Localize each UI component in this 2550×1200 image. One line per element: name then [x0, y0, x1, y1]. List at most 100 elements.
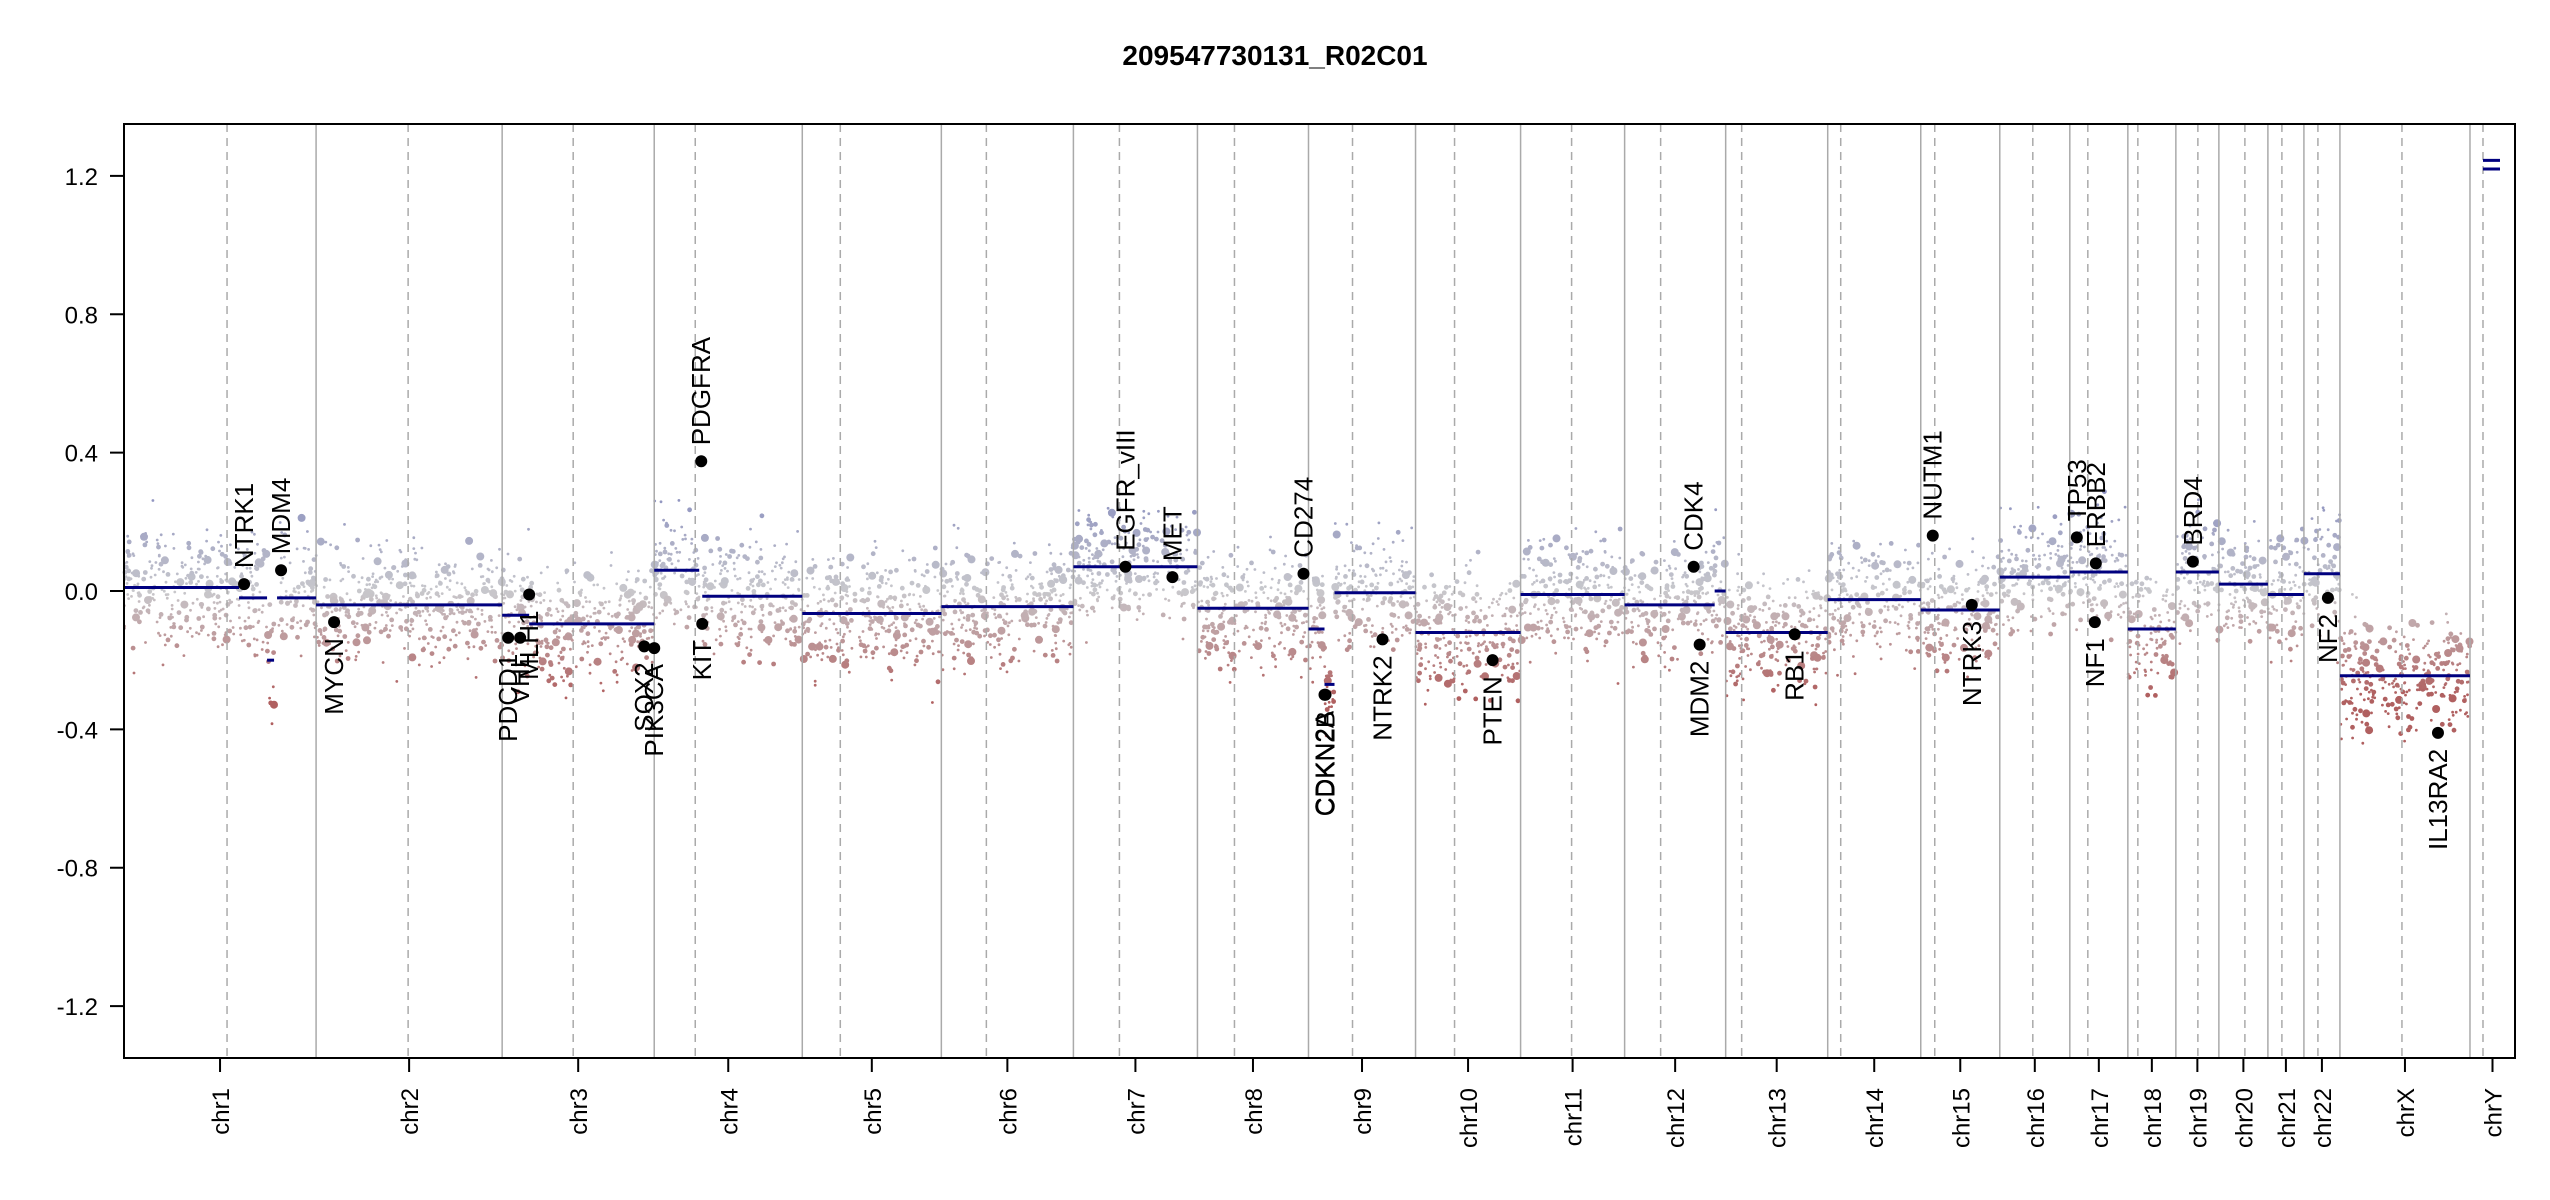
probe-point [1896, 582, 1900, 586]
probe-point [1443, 584, 1449, 590]
probe-point [2155, 646, 2159, 650]
probe-point [1695, 590, 1698, 593]
probe-point [429, 596, 432, 599]
probe-point [621, 637, 625, 641]
probe-point [1171, 585, 1175, 589]
probe-point [1845, 593, 1849, 596]
probe-point [829, 597, 835, 603]
probe-point [422, 646, 426, 650]
probe-point [1320, 631, 1324, 634]
probe-point [395, 611, 398, 615]
probe-point [386, 606, 390, 610]
probe-point [848, 585, 851, 588]
probe-point [2254, 621, 2258, 625]
probe-point [601, 689, 605, 693]
probe-point [1568, 571, 1574, 577]
probe-point [999, 615, 1003, 619]
probe-point [1087, 556, 1091, 560]
probe-point [2256, 628, 2262, 634]
probe-point [2326, 528, 2330, 532]
probe-point [1254, 591, 1258, 595]
probe-point [323, 577, 328, 582]
probe-point [1581, 550, 1585, 553]
probe-point [561, 614, 565, 618]
probe-point [1765, 621, 1768, 624]
probe-point [1185, 533, 1189, 537]
probe-point [1663, 559, 1666, 562]
probe-point [1485, 645, 1488, 649]
probe-point [1841, 588, 1844, 592]
probe-point [2322, 508, 2326, 512]
probe-point [718, 641, 724, 647]
probe-point [1054, 578, 1059, 584]
probe-point [2142, 647, 2146, 651]
probe-point [1873, 634, 1877, 638]
probe-point [1025, 622, 1030, 628]
probe-point [1588, 548, 1594, 554]
probe-point [724, 629, 728, 633]
probe-point [1236, 629, 1240, 633]
probe-point [1162, 588, 1165, 592]
probe-point [437, 563, 441, 567]
probe-point [1554, 610, 1558, 614]
probe-point [2136, 652, 2140, 656]
probe-point [1662, 599, 1668, 604]
probe-point [2145, 651, 2149, 655]
probe-point [965, 617, 971, 622]
probe-point [2333, 601, 2337, 604]
probe-point [1514, 649, 1520, 654]
probe-point [663, 595, 672, 604]
probe-point [1744, 665, 1747, 668]
probe-point [296, 584, 301, 590]
probe-point [2084, 576, 2087, 579]
probe-point [763, 572, 766, 576]
probe-point [1851, 566, 1855, 570]
probe-point [870, 551, 876, 557]
probe-point [247, 606, 251, 610]
probe-point [751, 589, 757, 594]
probe-point [1850, 604, 1856, 610]
probe-point [379, 550, 383, 554]
probe-point [502, 601, 506, 605]
probe-point [1671, 628, 1675, 632]
probe-point [2233, 572, 2236, 576]
probe-point [1875, 631, 1879, 635]
probe-point [1574, 614, 1577, 618]
probe-point [2297, 585, 2301, 589]
probe-point [2393, 706, 2399, 712]
probe-point [389, 581, 393, 585]
probe-point [747, 571, 751, 575]
probe-point [706, 582, 715, 591]
probe-point [1554, 588, 1559, 593]
probe-point [296, 621, 299, 624]
probe-point [1567, 587, 1571, 591]
probe-point [1981, 594, 1985, 598]
probe-point [1209, 580, 1213, 583]
probe-point [2234, 600, 2238, 604]
probe-point [1069, 645, 1073, 649]
probe-point [1893, 560, 1902, 569]
probe-point [169, 613, 173, 616]
probe-point [944, 578, 950, 584]
probe-point [964, 629, 968, 632]
probe-point [1775, 620, 1778, 624]
probe-point [1325, 685, 1329, 689]
probe-point [1537, 607, 1540, 611]
probe-point [176, 610, 182, 615]
probe-point [2203, 556, 2207, 560]
probe-point [684, 579, 690, 585]
probe-point [861, 564, 866, 570]
probe-point [866, 644, 870, 648]
probe-point [1168, 616, 1172, 620]
probe-point [2048, 586, 2053, 592]
probe-point [2351, 678, 2356, 684]
probe-point [1426, 688, 1430, 692]
probe-point [1416, 618, 1421, 624]
probe-point [643, 595, 649, 601]
probe-point [2155, 638, 2159, 642]
probe-point [717, 546, 723, 552]
probe-point [593, 626, 596, 629]
probe-point [164, 580, 168, 584]
probe-point [2154, 580, 2158, 584]
probe-point [1967, 617, 1971, 621]
